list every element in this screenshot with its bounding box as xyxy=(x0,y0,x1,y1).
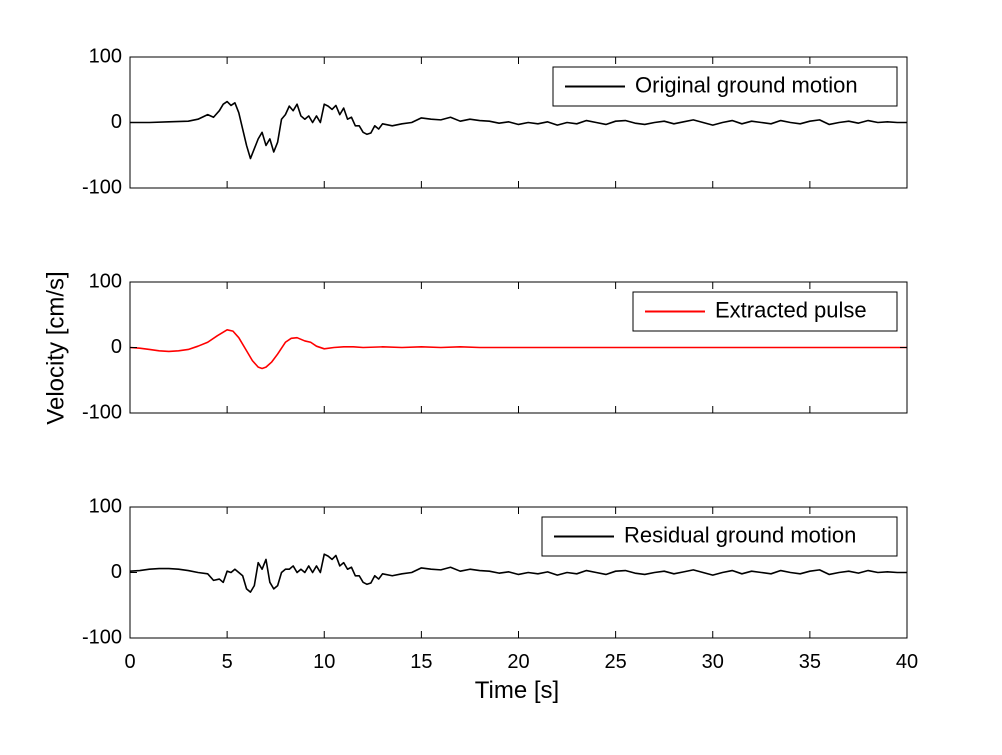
x-tick-label: 25 xyxy=(605,651,627,673)
x-axis-label: Time [s] xyxy=(475,677,559,704)
y-tick-label: 0 xyxy=(111,336,122,358)
x-tick-label: 20 xyxy=(507,651,529,673)
y-tick-label: 0 xyxy=(111,111,122,133)
series-line-1-1 xyxy=(130,100,907,160)
x-tick-label: 35 xyxy=(799,651,821,673)
legend-label: Original ground motion xyxy=(635,72,858,97)
x-tick-label: 30 xyxy=(702,651,724,673)
x-tick-label: 10 xyxy=(313,651,335,673)
y-tick-label: 100 xyxy=(89,45,122,67)
panel-1: -100 0 100 Original ground motion xyxy=(82,45,908,198)
y-tick-label: -100 xyxy=(82,401,122,423)
series-line-3-1 xyxy=(129,553,907,593)
legend-2: Extracted pulse xyxy=(632,291,898,332)
y-tick-label: -100 xyxy=(82,626,122,648)
panel-2: -100 0 100 Extracted pulse xyxy=(82,270,908,423)
legend-1: Original ground motion xyxy=(552,66,898,107)
y-tick-label: 100 xyxy=(89,495,122,517)
legend-label: Residual ground motion xyxy=(624,522,856,547)
series-line-2-1 xyxy=(129,329,907,370)
legend-3: Residual ground motion xyxy=(541,516,898,557)
y-axis-label: Velocity [cm/s] xyxy=(42,271,69,424)
x-tick-label: 0 xyxy=(124,651,135,673)
y-tick-label: 100 xyxy=(89,270,122,292)
y-tick-label: 0 xyxy=(111,561,122,583)
x-tick-label: 5 xyxy=(222,651,233,673)
x-tick-label: 40 xyxy=(896,651,918,673)
y-tick-label: -100 xyxy=(82,176,122,198)
x-tick-label: 15 xyxy=(410,651,432,673)
legend-label: Extracted pulse xyxy=(715,297,867,322)
